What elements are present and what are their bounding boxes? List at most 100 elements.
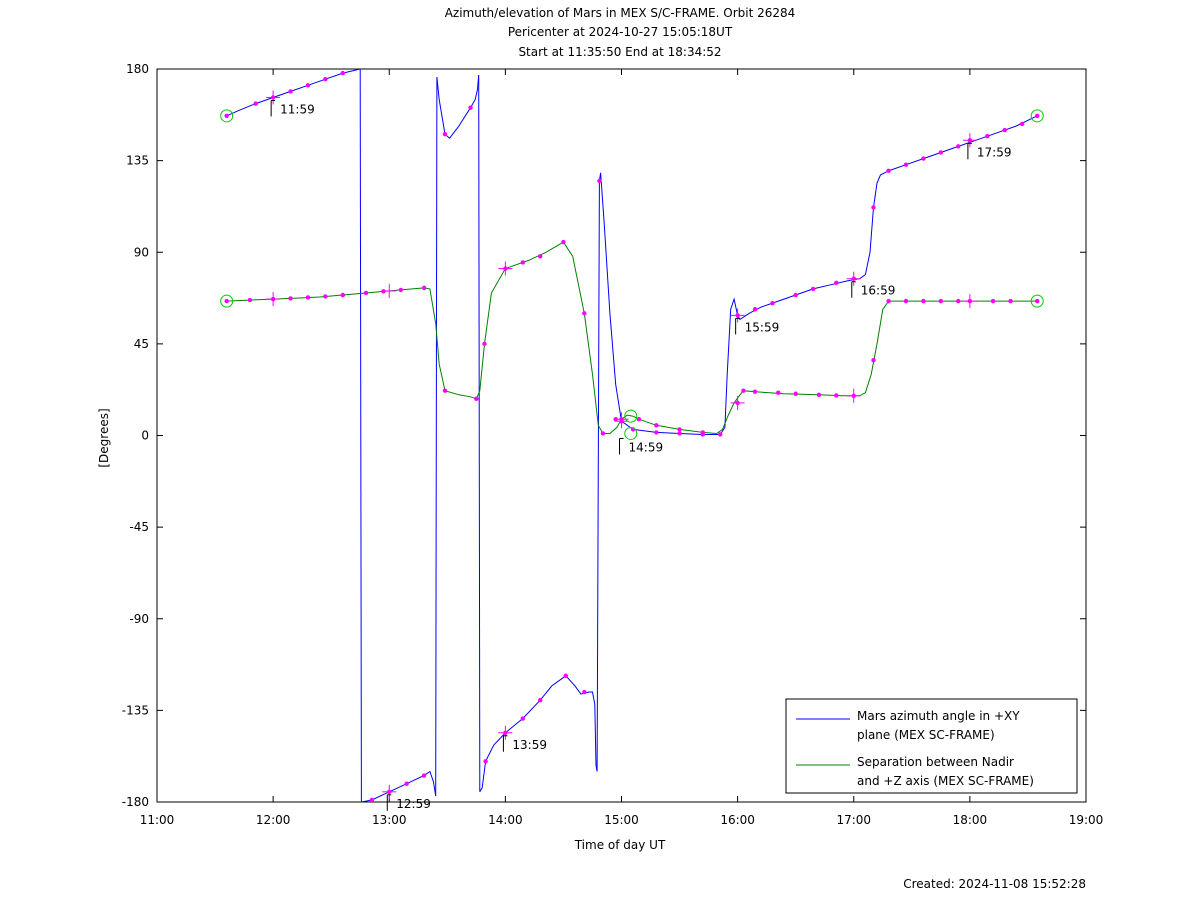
annotation-label: 15:59 xyxy=(745,320,780,334)
data-point xyxy=(323,294,328,299)
y-tick-label: 90 xyxy=(134,245,149,259)
data-point xyxy=(224,298,229,304)
data-point xyxy=(938,298,944,304)
data-point xyxy=(985,133,990,139)
series-line-2 xyxy=(226,241,1038,435)
data-point xyxy=(520,716,525,721)
endpoint-circle xyxy=(220,109,234,123)
x-tick-label: 16:00 xyxy=(720,813,755,827)
x-tick-label: 19:00 xyxy=(1069,813,1104,827)
data-point xyxy=(340,292,345,298)
series-line-1 xyxy=(478,75,481,792)
title-line-1: Azimuth/elevation of Mars in MEX S/C-FRA… xyxy=(445,6,796,20)
data-point xyxy=(886,168,891,174)
x-tick-label: 17:00 xyxy=(836,813,871,827)
x-tick-label: 11:00 xyxy=(140,813,175,827)
x-axis: 11:00 12:00 13:00 14:00 15:00 16:00 17:00 18:00… xyxy=(140,69,1104,827)
data-point xyxy=(247,297,253,303)
data-point xyxy=(903,162,909,167)
annotation-label: 12:59 xyxy=(396,797,431,811)
data-point xyxy=(770,300,775,306)
legend-entry-1: Mars azimuth angle in +XY xyxy=(857,709,1020,723)
data-point xyxy=(421,285,427,291)
x-tick-label: 12:00 xyxy=(256,813,291,827)
data-point xyxy=(1019,121,1025,127)
series-line-1 xyxy=(435,77,438,796)
data-point xyxy=(677,431,682,436)
data-point xyxy=(636,417,642,422)
y-tick-label: -45 xyxy=(129,520,149,534)
data-point xyxy=(871,357,876,363)
x-tick-label: 13:00 xyxy=(372,813,407,827)
data-point xyxy=(677,427,682,432)
y-tick-label: -90 xyxy=(129,612,149,626)
y-tick-label: 180 xyxy=(126,62,149,76)
x-axis-label: Time of day UT xyxy=(574,838,666,852)
x-tick-label: 15:00 xyxy=(604,813,639,827)
x-tick-label: 14:00 xyxy=(488,813,523,827)
endpoint-circle xyxy=(624,409,638,423)
data-point xyxy=(810,286,816,292)
annotation-label: 14:59 xyxy=(629,441,664,455)
annotation-layer: 11:59 12:59 13:59 14:59 15:59 16:59 17:59 xyxy=(270,100,1012,811)
chart-title: Azimuth/elevation of Mars in MEX S/C-FRA… xyxy=(445,6,796,59)
y-axis: 180 135 90 45 0 -45 -90 -135 -180 xyxy=(122,62,1086,809)
annotation-label: 17:59 xyxy=(977,145,1012,159)
data-point xyxy=(600,431,606,436)
data-point xyxy=(288,296,293,301)
annotation-label: 16:59 xyxy=(861,284,896,298)
data-point xyxy=(921,298,926,304)
endpoint-circle xyxy=(1030,109,1044,123)
marker-layer xyxy=(220,70,1044,802)
data-point xyxy=(288,89,293,94)
data-point xyxy=(752,307,758,312)
data-point xyxy=(369,797,375,802)
legend-entry-2: Separation between Nadir xyxy=(857,755,1014,769)
data-point xyxy=(224,113,229,119)
data-point xyxy=(834,393,839,398)
data-point xyxy=(871,205,876,210)
data-point xyxy=(363,290,369,296)
data-point xyxy=(253,101,258,106)
y-tick-label: -135 xyxy=(122,703,149,717)
data-point xyxy=(776,390,781,395)
created-timestamp: Created: 2024-11-08 15:52:28 xyxy=(903,877,1086,891)
series-line-1 xyxy=(479,675,597,793)
data-point xyxy=(700,430,705,435)
endpoint-circle xyxy=(624,426,638,440)
data-point xyxy=(561,239,566,245)
data-point xyxy=(718,432,723,437)
data-point xyxy=(1008,298,1013,304)
data-point xyxy=(520,260,525,265)
data-point xyxy=(538,254,543,259)
y-axis-label: [Degrees] xyxy=(97,408,111,467)
data-point xyxy=(1002,127,1007,133)
title-line-2: Pericenter at 2024-10-27 15:05:18UT xyxy=(508,25,733,39)
data-point xyxy=(340,70,345,76)
data-point xyxy=(752,389,758,394)
data-point xyxy=(582,311,587,316)
data-point xyxy=(938,150,944,155)
data-point xyxy=(468,105,473,110)
data-point xyxy=(323,76,328,82)
endpoint-circle xyxy=(220,294,234,308)
data-point xyxy=(816,392,822,397)
annotation-label: 13:59 xyxy=(512,738,547,752)
data-point xyxy=(442,388,448,393)
data-point xyxy=(793,391,798,396)
data-point xyxy=(442,131,448,137)
data-point xyxy=(903,298,909,304)
data-point xyxy=(741,388,746,393)
series-line-1 xyxy=(359,69,362,802)
data-point xyxy=(482,341,487,347)
data-point xyxy=(563,673,568,678)
legend: Mars azimuth angle in +XY plane (MEX SC-F… xyxy=(785,698,1078,794)
data-point xyxy=(990,298,996,304)
x-tick-label: 18:00 xyxy=(953,813,988,827)
data-point xyxy=(834,280,839,285)
series-line-1 xyxy=(598,115,1038,435)
data-point xyxy=(398,287,404,293)
data-point xyxy=(421,773,427,778)
annotation-label: 11:59 xyxy=(280,103,315,117)
